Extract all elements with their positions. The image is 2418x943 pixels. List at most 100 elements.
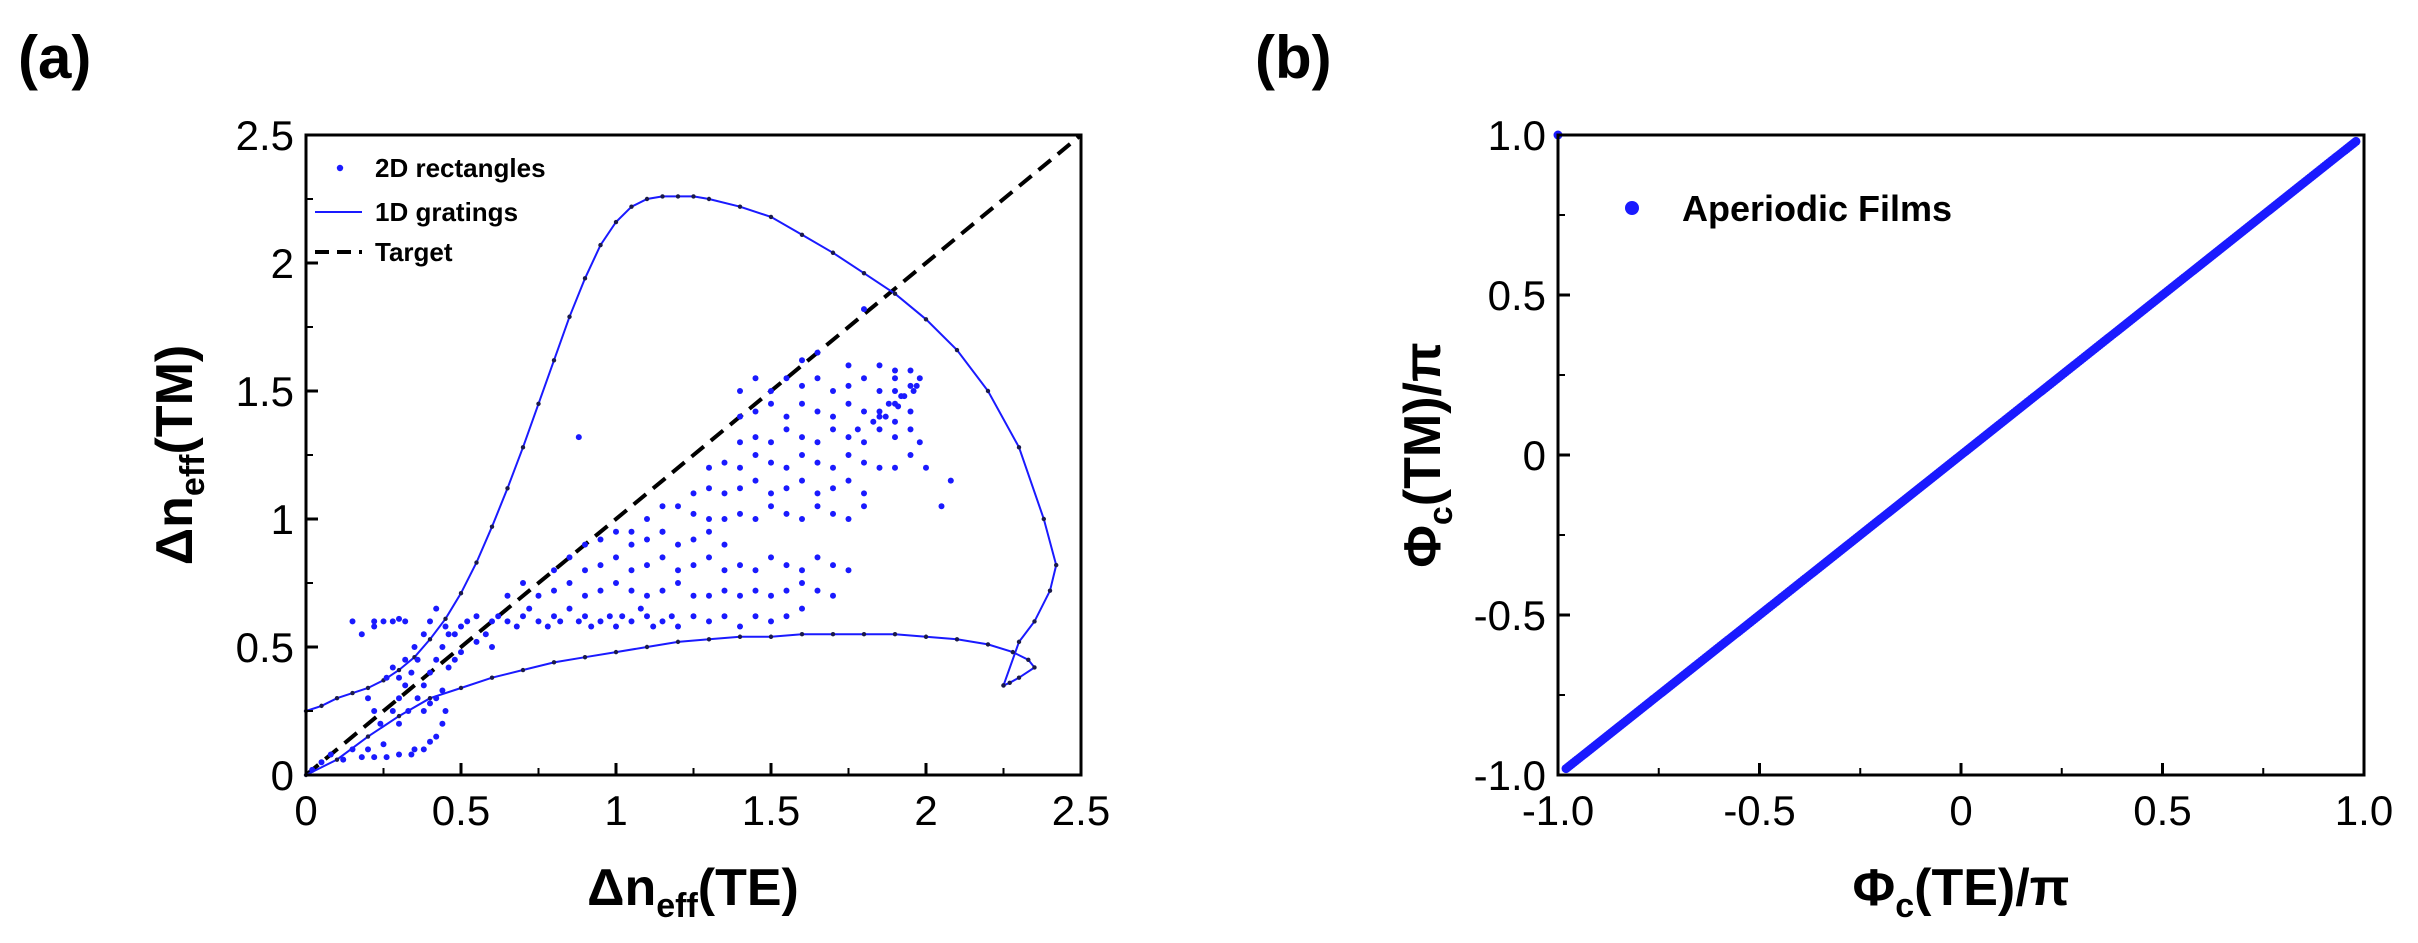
rectangle-point <box>721 613 728 620</box>
rectangle-point <box>752 434 759 441</box>
grating-point <box>675 639 681 645</box>
grating-point <box>629 204 634 209</box>
grating-point <box>861 632 867 637</box>
rectangle-point <box>845 382 852 389</box>
panel-b-x-tick-label: 0 <box>1949 787 1972 834</box>
rectangle-point <box>938 503 945 510</box>
rectangle-point <box>597 536 604 543</box>
grating-point <box>1032 665 1037 670</box>
rectangle-point <box>861 375 867 382</box>
rectangle-point <box>318 759 325 766</box>
grating-point <box>536 401 541 406</box>
rectangle-point <box>420 746 427 753</box>
grating-point <box>830 250 836 255</box>
rectangle-point <box>613 623 619 630</box>
rectangle-point <box>892 388 898 394</box>
rectangle-point <box>799 580 805 586</box>
rectangle-point <box>405 708 412 714</box>
grating-point <box>799 632 805 637</box>
panel-b-y-tick-label: -0.5 <box>1474 592 1546 639</box>
rectangle-point <box>442 708 449 714</box>
rectangle-point <box>458 623 464 630</box>
rectangle-point <box>737 413 743 420</box>
rectangle-point <box>768 618 774 625</box>
rectangle-point <box>830 426 836 433</box>
rectangle-point <box>613 554 619 561</box>
panel-b-y-ticks: -1.0 -0.5 0 0.5 1.0 <box>1474 112 1570 799</box>
rectangle-point <box>768 400 774 407</box>
grating-point <box>1032 619 1037 624</box>
rectangle-point <box>408 751 415 758</box>
rectangle-point <box>876 426 883 433</box>
grating-point <box>551 660 557 665</box>
rectangle-point <box>752 375 759 382</box>
panel-a-label: (a) <box>18 24 91 91</box>
rectangle-point <box>721 516 728 522</box>
grating-point <box>923 317 929 322</box>
rectangle-point <box>737 592 743 599</box>
rectangle-point <box>737 439 743 446</box>
rectangle-point <box>799 400 805 407</box>
rectangle-point <box>814 408 821 415</box>
rectangle-point <box>690 536 697 543</box>
rectangle-point <box>892 434 898 441</box>
rectangle-point <box>892 418 898 425</box>
rectangle-point <box>783 613 790 620</box>
rectangle-point <box>854 426 861 433</box>
rectangle-point <box>433 695 440 702</box>
grating-point <box>505 486 510 491</box>
rectangle-point <box>668 613 675 620</box>
rectangle-point <box>420 631 427 638</box>
rectangle-point <box>535 618 542 625</box>
rectangle-point <box>464 618 471 625</box>
rectangle-point <box>845 567 852 574</box>
rectangle-point <box>427 669 433 676</box>
rectangle-point <box>458 649 464 656</box>
rectangle-point <box>882 413 889 420</box>
rectangle-point <box>551 613 557 620</box>
rectangle-point <box>768 503 774 510</box>
rectangle-point <box>628 618 635 625</box>
rectangle-point <box>659 503 666 510</box>
rectangle-point <box>650 623 657 630</box>
rectangle-point <box>814 375 821 382</box>
grating-point <box>474 560 479 565</box>
rectangle-point <box>365 746 371 753</box>
rectangle-point <box>628 587 635 594</box>
legend-marker-aperiodic-films <box>1625 201 1639 215</box>
grating-point <box>334 696 340 701</box>
rectangle-point <box>637 605 644 612</box>
grating-point <box>489 524 495 529</box>
rectangle-point <box>575 434 582 441</box>
rectangle-point <box>340 756 347 763</box>
rectangle-point <box>644 516 650 522</box>
rectangle-point <box>752 587 759 594</box>
rectangle-point <box>907 426 914 433</box>
grating-point <box>954 347 960 353</box>
panel-a-x-ticks: 0 0.5 1 1.5 2 2.5 <box>294 763 1110 834</box>
panel-b-y-axis-title: Φc(TM)/π <box>1394 342 1460 568</box>
grating-point <box>830 632 836 637</box>
rectangle-point <box>830 510 836 517</box>
rectangle-point <box>799 567 805 574</box>
rectangle-point <box>675 541 681 548</box>
panel-b-legend: Aperiodic Films <box>1625 188 1952 229</box>
rectangle-point <box>783 426 790 433</box>
grating-point <box>582 276 588 281</box>
grating-point <box>737 634 743 639</box>
grating-point <box>1001 683 1006 688</box>
rectangle-point <box>783 375 790 382</box>
grating-point <box>660 194 665 199</box>
rectangle-point <box>451 656 458 663</box>
panel-a-plot-area <box>303 133 1083 778</box>
rectangle-point <box>913 382 920 389</box>
panel-b-x-tick-label: -1.0 <box>1522 787 1594 834</box>
rectangle-point <box>706 516 712 522</box>
rectangle-point <box>870 418 877 425</box>
panel-b-y-tick-label: 1.0 <box>1488 112 1546 159</box>
rectangle-point <box>439 687 446 694</box>
rectangle-point <box>442 623 449 630</box>
rectangle-point <box>473 613 480 620</box>
rectangle-point <box>706 485 712 492</box>
rectangle-point <box>473 638 480 645</box>
